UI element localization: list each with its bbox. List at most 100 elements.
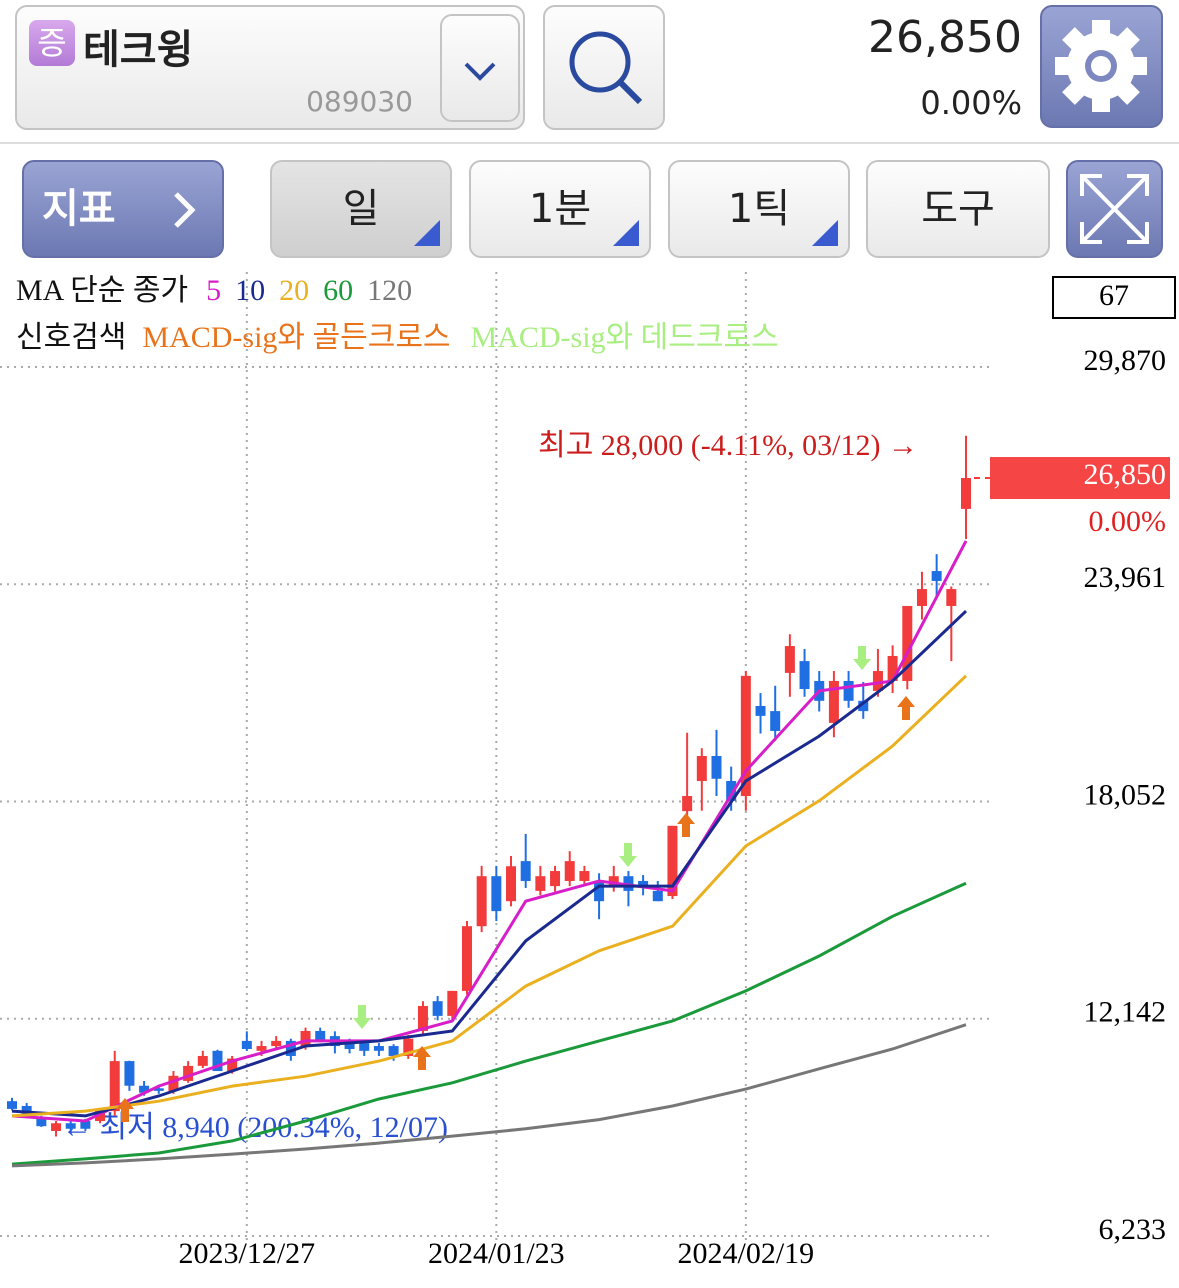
candle-body — [7, 1101, 17, 1109]
legend-entry: 120 — [367, 274, 412, 307]
legend-box-label: 67 — [1099, 279, 1129, 312]
candle-body — [212, 1050, 223, 1072]
legend-box — [1052, 276, 1176, 319]
candle-body — [461, 926, 472, 991]
button-label: 1분 — [528, 186, 592, 232]
candle-body — [961, 478, 971, 509]
candle-body — [682, 796, 693, 812]
settings-button[interactable] — [1035, 0, 1167, 132]
stock-code: 089030 — [306, 85, 413, 118]
candle-body — [183, 1065, 194, 1081]
golden-cross-arrow — [677, 813, 695, 837]
button-label: 도구 — [921, 186, 995, 232]
chevron-icon — [174, 192, 196, 228]
candle-body — [902, 605, 913, 681]
candle-body — [373, 1046, 384, 1051]
candle-body — [843, 680, 854, 701]
button-label: 일 — [342, 186, 380, 232]
candle-body — [535, 876, 546, 891]
expand-button[interactable] — [1066, 160, 1163, 258]
divider — [0, 142, 1179, 144]
candle-body — [564, 861, 575, 881]
button-label: 1틱 — [727, 186, 791, 232]
dropdown-button[interactable] — [440, 14, 520, 122]
price-change: 0.00% — [920, 84, 1022, 122]
candle-body — [300, 1030, 311, 1047]
search-icon — [569, 31, 643, 105]
candle-body — [755, 705, 766, 716]
candle-body — [799, 661, 810, 690]
x-tick-label: 2024/01/23 — [428, 1237, 565, 1270]
legend-entry: 5 — [206, 274, 221, 307]
candle-body — [197, 1055, 208, 1066]
minute-button[interactable]: 1분 — [469, 160, 651, 258]
period-button[interactable]: 일 — [270, 160, 452, 258]
ma-line — [11, 674, 968, 1118]
ma-line — [11, 1023, 967, 1168]
candle-body — [711, 755, 722, 779]
current-price: 26,850 — [868, 12, 1022, 63]
signal-legend: MACD-sig와 데드크로스 — [471, 321, 779, 354]
candle-body — [359, 1043, 370, 1051]
legend-entry: 10 — [235, 274, 265, 307]
candle-body — [403, 1038, 414, 1056]
tools-button[interactable]: 도구 — [866, 160, 1050, 258]
price-tag — [990, 457, 1170, 500]
candle-body — [696, 755, 707, 781]
candle-body — [153, 1088, 164, 1091]
candle-body — [652, 890, 663, 902]
tick-button[interactable]: 1틱 — [668, 160, 850, 258]
indicator-button[interactable]: 지표 — [22, 160, 224, 258]
legend-title: MA 단순 종가 — [16, 274, 188, 307]
candle-body — [36, 1118, 47, 1127]
golden-cross-arrow — [897, 696, 915, 720]
dropdown-mark — [414, 220, 440, 246]
golden-cross-arrow — [413, 1046, 431, 1070]
candle-body — [506, 866, 517, 902]
candle-body — [667, 825, 678, 897]
candle-body — [491, 876, 502, 912]
candle-body — [227, 1058, 238, 1072]
candle-body — [80, 1121, 91, 1129]
golden-cross-arrow — [116, 1098, 134, 1122]
candle-body — [432, 1001, 443, 1016]
gear-icon — [1035, 0, 1167, 132]
candle-body — [594, 880, 605, 902]
candle-body — [550, 871, 561, 887]
ma-line — [11, 610, 968, 1118]
high-annotation: 최고 28,000 (-4.11%, 03/12) → — [538, 429, 918, 462]
candle-body — [241, 1040, 252, 1049]
expand-icon — [1080, 174, 1149, 244]
search-button[interactable] — [543, 5, 665, 130]
candle-body — [726, 780, 737, 801]
candle-body — [770, 711, 781, 731]
candle-body — [520, 861, 531, 881]
ma-line — [11, 881, 967, 1166]
candle-body — [608, 876, 619, 887]
candle-body — [858, 700, 869, 712]
low-annotation: ← 최저 8,940 (200.34%, 12/07) — [62, 1111, 448, 1144]
candle-body — [740, 675, 751, 797]
candle-body — [946, 589, 957, 606]
y-tick-label: 18,052 — [1084, 778, 1167, 811]
y-tick-label: 12,142 — [1084, 996, 1167, 1029]
signal-legend: MACD-sig와 골든크로스 — [142, 321, 450, 354]
ma-line — [11, 540, 968, 1123]
button-label: 지표 — [42, 186, 116, 232]
candle-body — [638, 880, 649, 887]
candle-body — [916, 589, 927, 606]
candle-body — [931, 571, 942, 581]
chevron-icon — [464, 62, 496, 81]
candle-body — [388, 1046, 399, 1056]
dropdown-mark — [812, 220, 838, 246]
candle-body — [109, 1061, 120, 1112]
x-tick-label: 2024/02/19 — [678, 1237, 815, 1270]
y-tick-label: 6,233 — [1099, 1213, 1167, 1246]
candle-body — [828, 680, 839, 723]
dropdown-mark — [613, 220, 639, 246]
candle-body — [124, 1061, 135, 1086]
market-badge: 증 — [29, 20, 75, 66]
candle-body — [344, 1040, 355, 1049]
